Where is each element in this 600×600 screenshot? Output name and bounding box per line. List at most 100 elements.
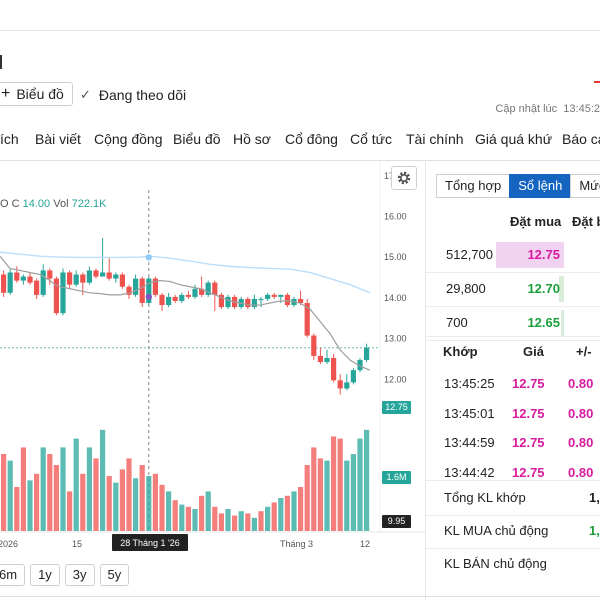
volume-bar [238,511,244,531]
volume-bar [317,458,323,531]
candle-body [311,335,317,356]
candle-body [172,296,178,301]
candle-body [245,298,251,308]
range-3y-button[interactable]: 3y [64,564,95,586]
check-icon: ✓ [80,87,91,102]
match-time: 13:45:25 [444,376,495,391]
match-price: 12.75 [512,435,545,450]
orderbook-row[interactable]: 512,700 12.75 [426,240,600,270]
x-axis-tick-label: 2026 [0,539,18,549]
row-divider [426,340,600,341]
tab-summary[interactable]: Tổng hợp [436,174,511,198]
volume-tag: 1.6M [382,471,411,484]
range-1y-button[interactable]: 1y [30,564,60,586]
candle-body [126,286,132,295]
range-5y-button[interactable]: 5y [99,564,130,586]
volume-bar [364,429,370,531]
match-row: 13:45:25 12.75 0.80 [426,369,600,399]
candle-body [218,294,224,308]
candle-body [47,270,53,279]
candle-body [20,276,26,281]
volume-bar [291,491,297,531]
candle-body [0,274,7,293]
volume-bar [357,438,363,531]
following-label: Đang theo dõi [98,87,187,103]
volume-bar [126,458,132,531]
candle-body [212,282,218,295]
candle-body [357,359,363,371]
nav-item-price-history[interactable]: Giá quá khứ [475,131,553,147]
candle-body [27,276,33,283]
match-change-header: +/- [576,344,592,359]
volume-bar [324,460,330,531]
y-axis-tick-label: 16.00 [384,212,407,222]
volume-bar [133,478,139,531]
gear-icon [397,171,411,185]
volume-bar [80,473,86,531]
volume-bar [119,469,125,531]
price-change-fragment [594,81,600,83]
bid-quantity: 29,800 [446,281,486,296]
stock-nav-bar: ích Bài viết Cộng đồng Biểu đồ Hồ sơ Cổ … [0,118,600,161]
total-label: KL BÁN chủ động [444,556,547,571]
tab-price-levels[interactable]: Mức [570,174,600,198]
candle-body [337,380,343,389]
match-time-header: Khớp [443,344,478,359]
candle-body [86,270,92,283]
nav-item-dividends[interactable]: Cổ tức [350,131,393,147]
section-divider [426,480,600,481]
bid-volume-bar [559,276,564,302]
volume-bar [53,465,59,531]
panel-divider [425,162,426,600]
range-6m-button[interactable]: 6m [0,564,26,586]
ask-header: Đặt b [572,214,600,229]
nav-item-charts[interactable]: Biểu đồ [173,131,221,147]
nav-item-shareholders[interactable]: Cổ đông [285,131,338,147]
candle-body [40,270,46,295]
price-chart[interactable]: 17.0016.0015.0014.0013.0012.002026152Thá… [0,162,425,557]
x-axis-tick-label: 12 [360,539,370,549]
match-price: 12.75 [512,405,545,421]
bid-quantity: 512,700 [446,247,493,262]
volume-bar [14,487,20,531]
candle-body [152,278,158,295]
orderbook-row[interactable]: 700 12.65 [426,308,600,338]
volume-bar [93,458,99,531]
nav-item-analysis[interactable]: ích [0,131,19,147]
candle-body [304,303,310,336]
nav-item-posts[interactable]: Bài viết [35,131,81,147]
nav-item-profile[interactable]: Hồ sơ [233,131,271,147]
page-title-fragment [0,55,2,69]
candle-body [159,294,165,306]
volume-bar [146,476,152,531]
match-change: 0.80 [568,435,594,450]
volume-bar [271,502,277,531]
candle-body [179,294,185,301]
candle-body [265,294,271,299]
volume-bar [73,438,79,531]
volume-bar [278,498,284,531]
add-chart-button[interactable]: + Biểu đồ [0,82,73,106]
candle-body [73,274,79,285]
candle-body [67,272,73,285]
orderbook-row[interactable]: 29,800 12.70 [426,274,600,304]
volume-bar [218,513,224,531]
bid-volume-bar [496,242,564,268]
volume-bar [245,513,251,531]
y-axis-tick-label: 14.00 [384,293,407,303]
tab-orderbook[interactable]: Sổ lệnh [509,174,572,198]
volume-bar [284,495,290,531]
y-axis-tick-label: 12.00 [384,374,407,384]
nav-item-reports[interactable]: Báo cá [562,131,600,147]
chart-settings-button[interactable] [391,166,417,190]
following-button[interactable]: ✓ Đang theo dõi [80,85,186,105]
row-divider [426,548,600,549]
volume-bar [344,460,350,531]
nav-item-community[interactable]: Cộng đồng [94,131,163,147]
nav-item-financials[interactable]: Tài chính [406,131,464,147]
candle-body [34,280,40,295]
x-axis-tick-label: 15 [72,539,82,549]
bid-price: 12.65 [527,315,560,330]
candle-body [14,272,20,281]
volume-bar [139,465,145,531]
